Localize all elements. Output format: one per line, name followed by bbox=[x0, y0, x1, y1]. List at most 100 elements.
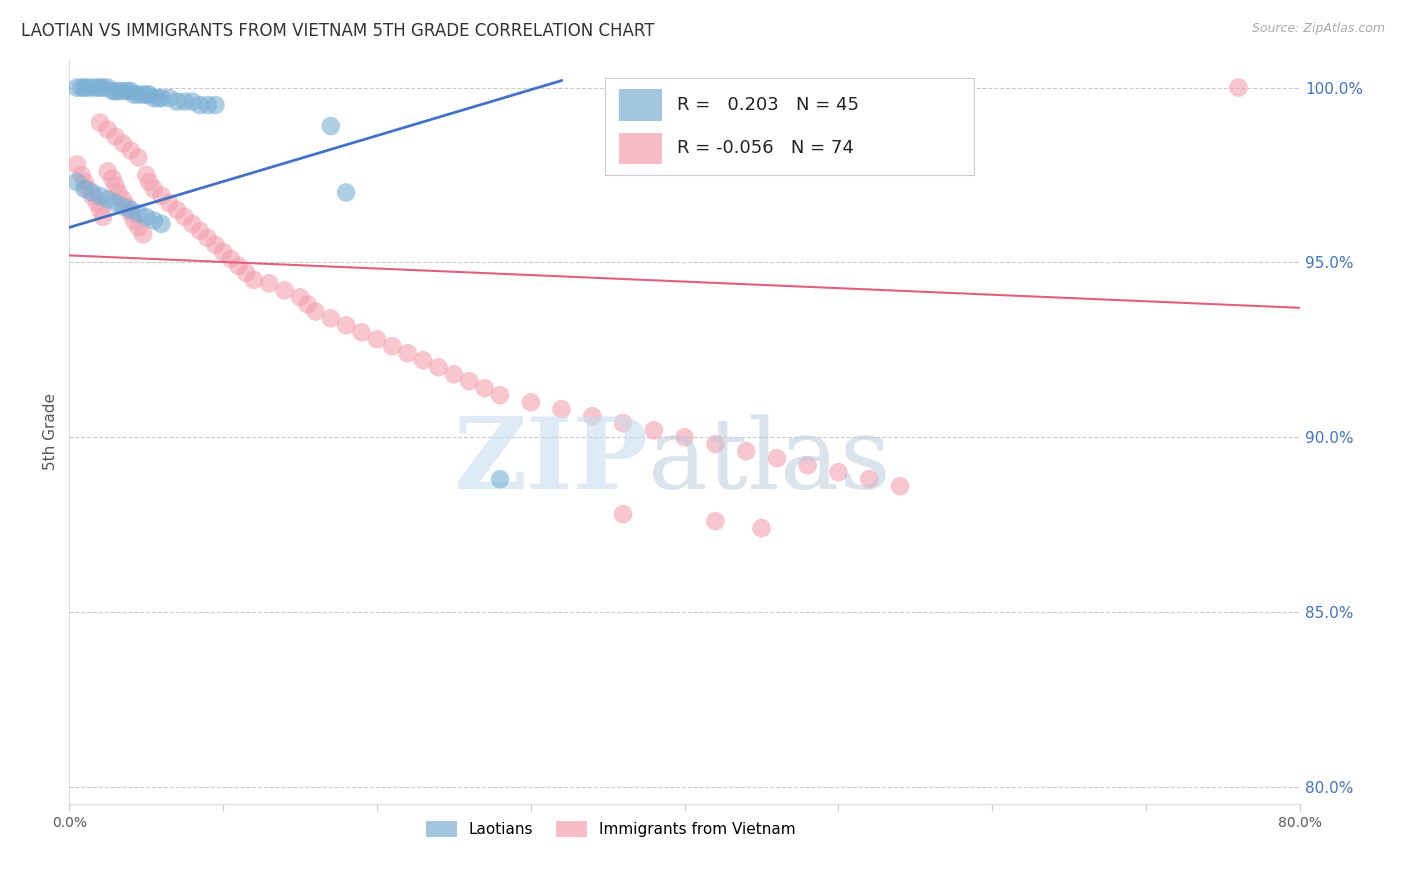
Point bbox=[135, 210, 157, 224]
Point bbox=[91, 80, 114, 95]
Point bbox=[350, 326, 373, 340]
FancyBboxPatch shape bbox=[620, 89, 662, 120]
Point bbox=[127, 220, 149, 235]
Point bbox=[97, 164, 120, 178]
Point bbox=[107, 84, 129, 98]
Point bbox=[82, 189, 104, 203]
Text: R = -0.056   N = 74: R = -0.056 N = 74 bbox=[678, 139, 853, 157]
Point bbox=[173, 95, 195, 109]
Point bbox=[827, 465, 849, 479]
Point bbox=[273, 284, 295, 298]
Point bbox=[427, 360, 450, 375]
Point bbox=[204, 98, 226, 112]
Point bbox=[70, 80, 93, 95]
Point bbox=[73, 182, 96, 196]
Point bbox=[112, 193, 135, 207]
Point bbox=[70, 168, 93, 182]
Point bbox=[581, 409, 603, 424]
Point bbox=[127, 87, 149, 102]
Point bbox=[135, 87, 157, 102]
Point bbox=[132, 227, 155, 242]
Point bbox=[181, 217, 204, 231]
Point bbox=[120, 84, 142, 98]
Point bbox=[89, 115, 111, 129]
Point bbox=[122, 87, 145, 102]
Text: atlas: atlas bbox=[648, 414, 890, 509]
Point bbox=[889, 479, 911, 493]
Point bbox=[117, 199, 139, 213]
Point bbox=[319, 311, 342, 326]
Point bbox=[82, 186, 104, 200]
Point bbox=[489, 472, 512, 486]
Point bbox=[112, 84, 135, 98]
Point bbox=[89, 189, 111, 203]
Point bbox=[86, 196, 108, 211]
Point bbox=[796, 458, 818, 472]
Point bbox=[304, 304, 326, 318]
Point bbox=[550, 402, 572, 417]
Point bbox=[735, 444, 758, 458]
Point bbox=[150, 217, 173, 231]
Text: Source: ZipAtlas.com: Source: ZipAtlas.com bbox=[1251, 22, 1385, 36]
Point bbox=[138, 87, 160, 102]
Point bbox=[148, 91, 170, 105]
Point bbox=[101, 84, 124, 98]
Point bbox=[117, 84, 139, 98]
Point bbox=[89, 202, 111, 217]
Point bbox=[243, 273, 266, 287]
Point bbox=[142, 213, 165, 227]
Point bbox=[612, 507, 634, 521]
Point bbox=[166, 202, 188, 217]
Point bbox=[173, 210, 195, 224]
Point bbox=[335, 318, 357, 333]
Point bbox=[219, 252, 242, 266]
Point bbox=[396, 346, 419, 360]
Point bbox=[643, 423, 665, 437]
Point bbox=[138, 175, 160, 189]
Point bbox=[181, 95, 204, 109]
Point bbox=[612, 416, 634, 430]
Point bbox=[257, 277, 280, 291]
Point bbox=[188, 224, 211, 238]
Text: LAOTIAN VS IMMIGRANTS FROM VIETNAM 5TH GRADE CORRELATION CHART: LAOTIAN VS IMMIGRANTS FROM VIETNAM 5TH G… bbox=[21, 22, 655, 40]
Point bbox=[188, 98, 211, 112]
Legend: Laotians, Immigrants from Vietnam: Laotians, Immigrants from Vietnam bbox=[419, 814, 803, 845]
Point bbox=[91, 210, 114, 224]
Point bbox=[132, 87, 155, 102]
Point bbox=[157, 196, 180, 211]
Point bbox=[297, 297, 319, 311]
Point bbox=[120, 144, 142, 158]
Point bbox=[212, 244, 235, 259]
Point bbox=[104, 178, 127, 193]
Point bbox=[704, 514, 727, 528]
Point bbox=[766, 451, 789, 466]
Point bbox=[228, 259, 250, 273]
Point bbox=[366, 332, 388, 346]
Point bbox=[858, 472, 880, 486]
FancyBboxPatch shape bbox=[620, 133, 662, 164]
Point bbox=[76, 182, 98, 196]
Point bbox=[82, 80, 104, 95]
Point bbox=[120, 202, 142, 217]
Point bbox=[751, 521, 773, 535]
Text: ZIP: ZIP bbox=[453, 413, 648, 510]
Point bbox=[142, 182, 165, 196]
Point bbox=[66, 80, 89, 95]
Point bbox=[112, 136, 135, 151]
Point bbox=[520, 395, 543, 409]
Point bbox=[97, 122, 120, 136]
Point bbox=[89, 80, 111, 95]
Point bbox=[150, 91, 173, 105]
Point bbox=[489, 388, 512, 402]
Point bbox=[97, 80, 120, 95]
Point bbox=[443, 368, 465, 382]
Point bbox=[120, 206, 142, 220]
Point bbox=[73, 80, 96, 95]
Point bbox=[474, 381, 496, 395]
Point bbox=[97, 193, 120, 207]
Point bbox=[197, 231, 219, 245]
Point bbox=[204, 238, 226, 252]
Point bbox=[704, 437, 727, 451]
Point bbox=[66, 175, 89, 189]
Point bbox=[458, 374, 481, 388]
